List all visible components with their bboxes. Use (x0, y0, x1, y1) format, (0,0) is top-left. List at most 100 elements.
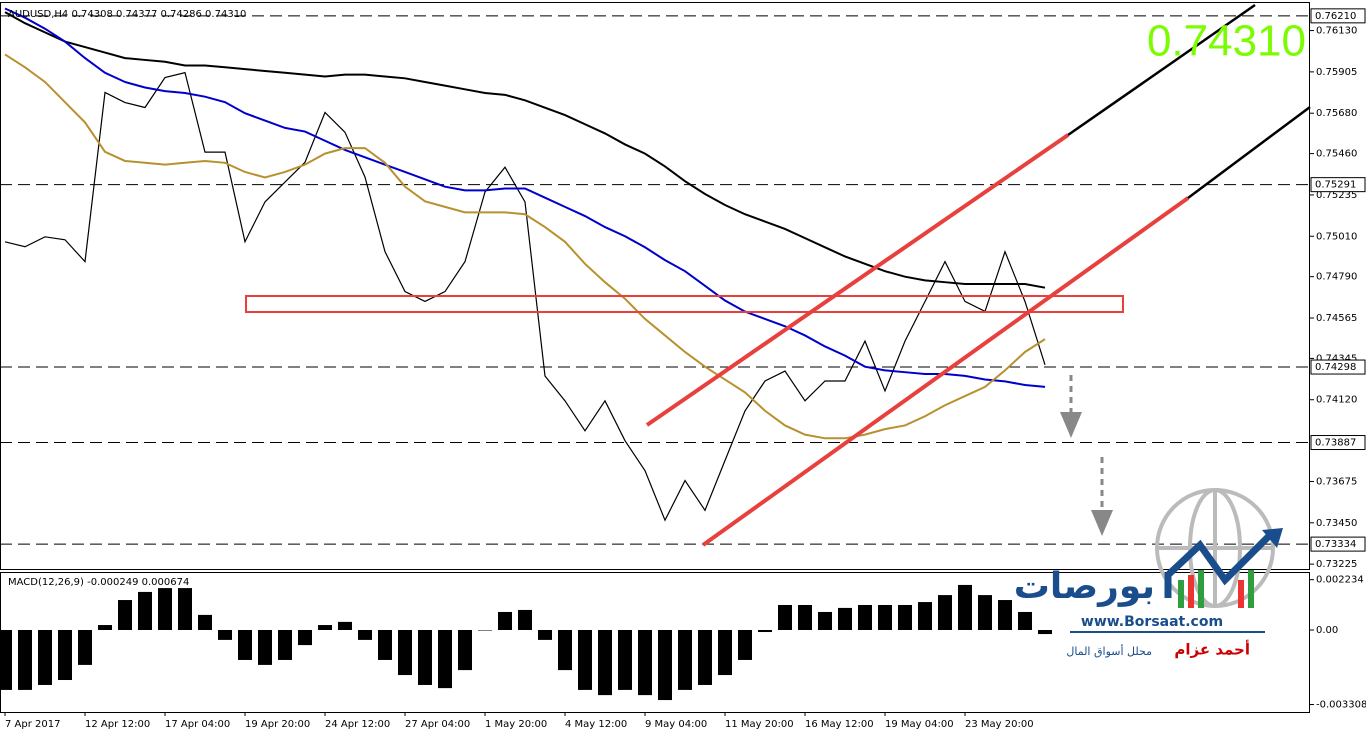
macd-bar (698, 629, 712, 685)
macd-bar (798, 604, 812, 630)
y-tick-label: 0.002234 (1316, 575, 1364, 586)
macd-bar (838, 607, 852, 630)
logo (1070, 488, 1283, 633)
macd-bar (258, 629, 272, 665)
y-tick-label: 0.75235 (1316, 190, 1357, 201)
macd-bar (358, 629, 372, 640)
macd-bar (58, 629, 72, 681)
level-label: 0.74298 (1315, 362, 1356, 373)
y-tick-label: 0.74345 (1316, 353, 1357, 364)
macd-bar (958, 584, 972, 630)
x-tick-label: 16 May 12:00 (805, 719, 874, 730)
macd-bar (758, 629, 772, 633)
macd-bar (718, 629, 732, 676)
macd-bar (518, 609, 532, 630)
plot: 0.76130 0.75905 0.75680 0.75460 0.75235 0.750… (0, 7, 1366, 730)
level-box (1310, 177, 1366, 193)
x-tick-label: 12 Apr 12:00 (85, 719, 150, 730)
x-tick-label: 23 May 20:00 (965, 719, 1034, 730)
level-box (1310, 536, 1366, 552)
macd-bar (658, 629, 672, 701)
macd-bar (298, 629, 312, 646)
y-tick-label: 0.75460 (1316, 149, 1357, 160)
level-box (1310, 359, 1366, 375)
y-tick-label: 0.74565 (1316, 313, 1357, 324)
macd-bar (918, 602, 932, 630)
y-tick-label: 0.75010 (1316, 231, 1357, 242)
macd-bar (458, 629, 472, 671)
channel-extension (1067, 3, 1311, 200)
author: أحمد عزام (1174, 640, 1250, 659)
x-tick-label: 1 May 20:00 (485, 719, 547, 730)
arrow-heads (1060, 412, 1113, 536)
x-tick-label: 11 May 20:00 (725, 719, 794, 730)
macd-bar (1038, 629, 1052, 635)
y-tick-label: 0.73450 (1316, 518, 1357, 529)
macd-bar (558, 629, 572, 671)
macd-bar (238, 629, 252, 660)
y-tick-label: 0.76130 (1316, 26, 1357, 37)
macd-bar (418, 629, 432, 685)
moving-average (4, 7, 1046, 388)
macd-bar (678, 629, 692, 690)
x-tick-label: 4 May 12:00 (565, 719, 627, 730)
macd-bar (0, 629, 12, 690)
price-line (4, 71, 1046, 522)
level-label: 0.76210 (1315, 11, 1356, 22)
level-label: 0.75291 (1315, 180, 1356, 191)
macd-bar (318, 625, 332, 630)
macd-bar (638, 629, 652, 696)
logo-url: www.Borsaat.com (1081, 614, 1223, 630)
macd-bar (898, 604, 912, 630)
macd-bar (78, 629, 92, 665)
macd-bar (378, 629, 392, 660)
resistance-zone (245, 295, 1124, 313)
level-box (1310, 435, 1366, 451)
macd-bar (138, 591, 152, 630)
macd-bar (398, 629, 412, 676)
macd-bar (618, 629, 632, 690)
macd-bar (158, 588, 172, 630)
macd-bar (738, 629, 752, 660)
macd-bar (218, 629, 232, 640)
x-tick-label: 7 Apr 2017 (5, 719, 60, 730)
macd-bar (438, 629, 452, 689)
macd-bar (598, 629, 612, 696)
macd-bar (338, 621, 352, 630)
y-tick-label: 0.75905 (1316, 67, 1357, 78)
macd-bar (178, 588, 192, 630)
macd-bar (98, 625, 112, 630)
macd-bar (818, 611, 832, 630)
y-tick-label: 0.73675 (1316, 476, 1357, 487)
macd-bar (38, 629, 52, 685)
macd-bar (278, 629, 292, 660)
macd-title: MACD(12,26,9) -0.000249 0.000674 (8, 577, 189, 588)
level-box (1310, 8, 1366, 24)
level-label: 0.73334 (1315, 539, 1356, 550)
x-tick-label: 19 Apr 20:00 (245, 719, 310, 730)
macd-bar (778, 604, 792, 630)
x-tick-label: 19 May 04:00 (885, 719, 954, 730)
macd-bar (198, 614, 212, 630)
x-tick-label: 24 Apr 12:00 (325, 719, 390, 730)
macd-bar (978, 595, 992, 630)
macd-bar (938, 595, 952, 630)
y-tick-label: 0.75680 (1316, 108, 1357, 119)
last-price: 0.74310 (1147, 17, 1306, 66)
y-tick-label: 0.73225 (1316, 559, 1357, 570)
moving-average (4, 53, 1046, 440)
y-tick-label: 0.74790 (1316, 272, 1357, 283)
macd-bar (1018, 611, 1032, 630)
channel (645, 133, 1190, 547)
level-label: 0.73887 (1315, 438, 1356, 449)
macd-bar (858, 604, 872, 630)
logo-name: بورصات (1014, 566, 1155, 607)
macd-bar (998, 600, 1012, 630)
moving-average (4, 11, 1046, 289)
chart-header: AUDUSD,H4 0.74308 0.74377 0.74286 0.7431… (8, 9, 246, 20)
macd-bar (578, 629, 592, 690)
y-tick-label: 0.74120 (1316, 395, 1357, 406)
y-tick-label: 0.00 (1316, 625, 1338, 636)
